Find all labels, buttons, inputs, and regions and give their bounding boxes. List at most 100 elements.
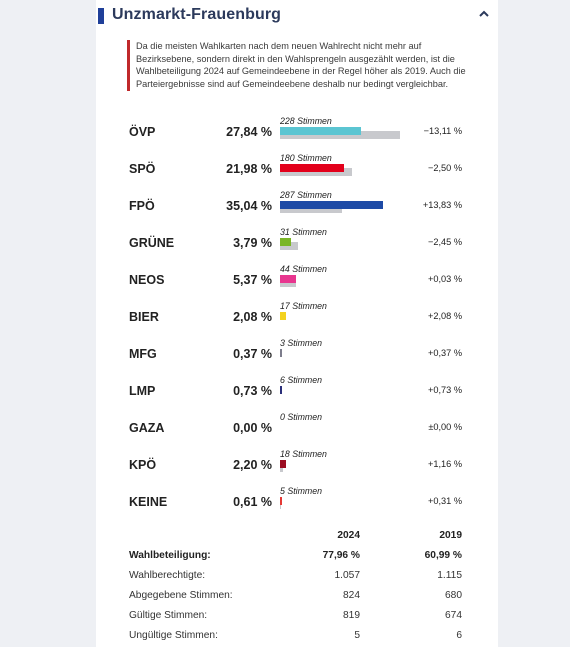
party-name: BIER [129, 310, 159, 324]
bar-2024 [280, 386, 283, 394]
stats-row: Wahlberechtigte: 1.057 1.115 [96, 566, 498, 586]
party-percent: 0,61 % [233, 495, 272, 509]
bar-2019 [280, 242, 299, 250]
party-percent: 0,37 % [233, 347, 272, 361]
stat-2024: 77,96 % [322, 550, 360, 561]
bar-2024 [280, 238, 292, 246]
party-votes: 17 Stimmen [280, 301, 327, 311]
party-row: KEINE 0,61 % 5 Stimmen +0,31 % [96, 486, 498, 520]
stats-row: Ungültige Stimmen: 5 6 [96, 626, 498, 646]
bar-2019 [280, 464, 284, 472]
bar-2019 [280, 205, 343, 213]
party-diff: +2,08 % [428, 311, 462, 321]
bar-2024 [280, 349, 282, 357]
party-name: FPÖ [129, 199, 155, 213]
party-row: FPÖ 35,04 % 287 Stimmen +13,83 % [96, 190, 498, 224]
party-votes: 228 Stimmen [280, 116, 332, 126]
party-votes: 287 Stimmen [280, 190, 332, 200]
party-name: NEOS [129, 273, 165, 287]
party-diff: +0,31 % [428, 496, 462, 506]
bar-2024 [280, 127, 362, 135]
party-percent: 2,08 % [233, 310, 272, 324]
party-row: MFG 0,37 % 3 Stimmen +0,37 % [96, 338, 498, 372]
col-2024-header: 2024 [337, 530, 360, 541]
party-diff: +0,03 % [428, 274, 462, 284]
bar-2019 [280, 501, 281, 509]
party-name: ÖVP [129, 125, 156, 139]
stats-row: Gültige Stimmen: 819 674 [96, 606, 498, 626]
party-row: BIER 2,08 % 17 Stimmen +2,08 % [96, 301, 498, 335]
party-percent: 21,98 % [226, 162, 272, 176]
party-diff: ±0,00 % [428, 422, 462, 432]
stat-2019: 674 [445, 610, 462, 621]
stat-label: Abgegebene Stimmen: [129, 590, 233, 601]
party-name: SPÖ [129, 162, 156, 176]
stat-2019: 60,99 % [424, 550, 462, 561]
party-diff: −2,45 % [428, 237, 462, 247]
stat-label: Gültige Stimmen: [129, 610, 208, 621]
party-votes: 44 Stimmen [280, 264, 327, 274]
party-diff: +0,73 % [428, 385, 462, 395]
card-header[interactable]: Unzmarkt-Frauenburg [96, 0, 498, 34]
party-votes: 0 Stimmen [280, 412, 323, 422]
chevron-up-icon[interactable] [476, 6, 492, 22]
stat-label: Wahlbeteiligung: [129, 550, 211, 561]
party-name: GRÜNE [129, 236, 175, 250]
party-row: LMP 0,73 % 6 Stimmen +0,73 % [96, 375, 498, 409]
party-row: NEOS 5,37 % 44 Stimmen +0,03 % [96, 264, 498, 298]
party-votes: 18 Stimmen [280, 449, 327, 459]
stats-row: Wahlbeteiligung: 77,96 % 60,99 % [96, 546, 498, 566]
bar-2024 [280, 497, 282, 505]
bar-2019 [280, 131, 400, 139]
party-percent: 2,20 % [233, 458, 272, 472]
col-2019-header: 2019 [439, 530, 462, 541]
party-name: KPÖ [129, 458, 157, 472]
stat-2024: 819 [343, 610, 360, 621]
party-percent: 0,00 % [233, 421, 272, 435]
stat-2024: 824 [343, 590, 360, 601]
party-row: GAZA 0,00 % 0 Stimmen ±0,00 % [96, 412, 498, 446]
party-percent: 27,84 % [226, 125, 272, 139]
bar-2019 [280, 279, 296, 287]
party-votes: 31 Stimmen [280, 227, 327, 237]
party-percent: 3,79 % [233, 236, 272, 250]
stat-2024: 1.057 [334, 570, 361, 581]
party-votes: 180 Stimmen [280, 153, 332, 163]
municipality-title: Unzmarkt-Frauenburg [112, 6, 282, 23]
stat-label: Ungültige Stimmen: [129, 630, 218, 641]
party-diff: +13,83 % [422, 200, 462, 210]
party-percent: 0,73 % [233, 384, 272, 398]
party-row: ÖVP 27,84 % 228 Stimmen −13,11 % [96, 116, 498, 150]
party-row: GRÜNE 3,79 % 31 Stimmen −2,45 % [96, 227, 498, 261]
party-votes: 3 Stimmen [280, 338, 323, 348]
party-name: GAZA [129, 421, 165, 435]
stats-row: Abgegebene Stimmen: 824 680 [96, 586, 498, 606]
bar-2024 [280, 164, 345, 172]
bar-2024 [280, 275, 296, 283]
stat-2019: 680 [445, 590, 462, 601]
stats-header-row: 2024 2019 [96, 526, 498, 546]
stat-2024: 5 [354, 630, 360, 641]
stat-label: Wahlberechtigte: [129, 570, 206, 581]
party-votes: 6 Stimmen [280, 375, 323, 385]
bar-2019 [280, 168, 352, 176]
party-percent: 35,04 % [226, 199, 272, 213]
party-diff: +0,37 % [428, 348, 462, 358]
party-diff: −13,11 % [423, 126, 462, 136]
stat-2019: 6 [456, 630, 462, 641]
party-percent: 5,37 % [233, 273, 272, 287]
bar-2024 [280, 460, 287, 468]
party-diff: −2,50 % [428, 163, 462, 173]
party-row: SPÖ 21,98 % 180 Stimmen −2,50 % [96, 153, 498, 187]
party-votes: 5 Stimmen [280, 486, 323, 496]
bar-2024 [280, 201, 383, 209]
party-diff: +1,16 % [428, 459, 462, 469]
party-name: KEINE [129, 495, 168, 509]
party-row: KPÖ 2,20 % 18 Stimmen +1,16 % [96, 449, 498, 483]
bar-2024 [280, 312, 287, 320]
header-accent-bar [98, 8, 104, 24]
results-card: Unzmarkt-Frauenburg Da die meisten Wahlk… [96, 0, 498, 647]
stat-2019: 1.115 [437, 570, 462, 581]
comparability-note: Da die meisten Wahlkarten nach dem neuen… [127, 40, 466, 91]
